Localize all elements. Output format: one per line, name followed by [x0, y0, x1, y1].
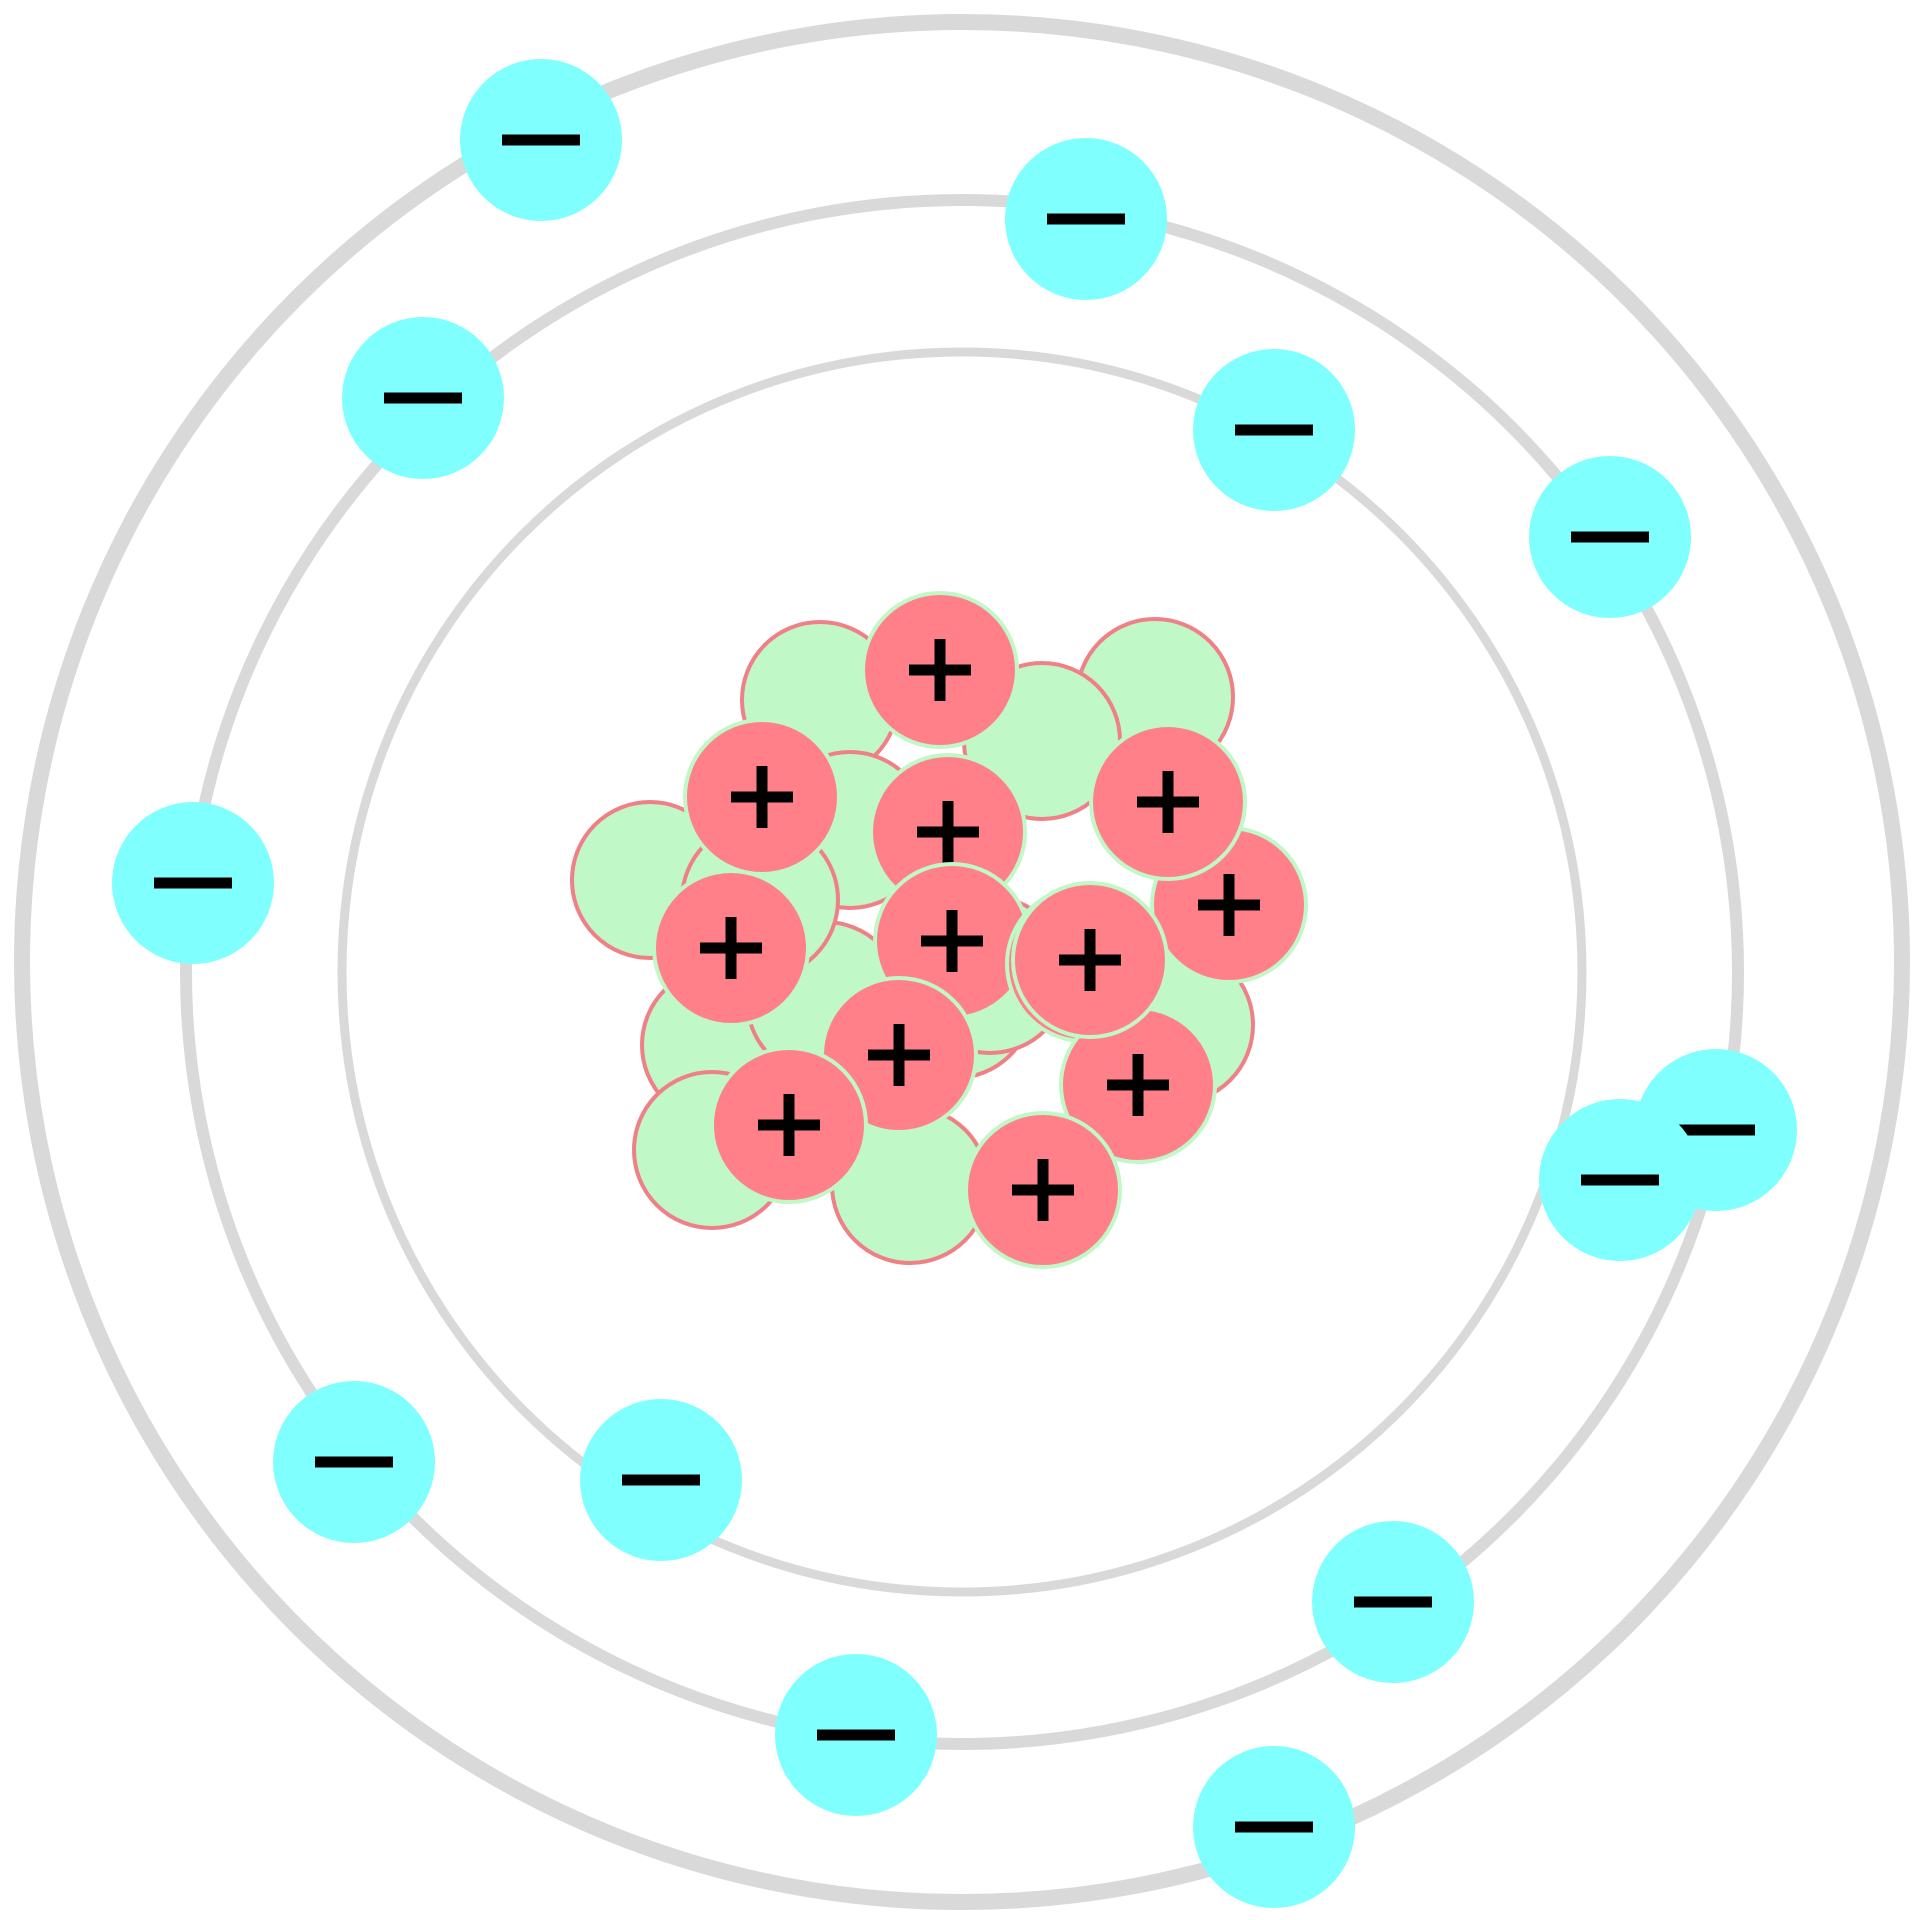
electron — [460, 59, 622, 221]
plus-sign-icon — [909, 639, 971, 701]
proton — [652, 869, 810, 1027]
electron — [1005, 138, 1167, 300]
proton — [861, 591, 1019, 749]
plus-sign-icon — [921, 910, 983, 972]
orbits — [14, 14, 1910, 1910]
orbit-middle — [180, 194, 1744, 1750]
proton — [1059, 1006, 1217, 1164]
plus-sign-icon — [758, 1094, 820, 1156]
proton — [710, 1046, 868, 1204]
electrons — [112, 59, 1797, 1908]
electron — [273, 1381, 435, 1543]
plus-sign-icon — [1107, 1054, 1169, 1116]
plus-sign-icon — [868, 1024, 930, 1086]
orbit-outer — [14, 14, 1910, 1910]
proton — [1089, 723, 1247, 881]
nucleus — [570, 591, 1308, 1269]
proton-layer — [652, 591, 1308, 1269]
plus-sign-icon — [700, 917, 762, 979]
orbit-inner — [337, 347, 1587, 1597]
plus-sign-icon — [1059, 929, 1121, 991]
proton — [1011, 881, 1169, 1039]
electron — [1312, 1521, 1474, 1683]
electron — [580, 1399, 742, 1561]
electron — [1193, 349, 1355, 511]
electron — [1193, 1746, 1355, 1908]
electron — [342, 317, 504, 479]
plus-sign-icon — [731, 766, 793, 828]
plus-sign-icon — [1198, 874, 1260, 936]
electron — [1529, 456, 1691, 618]
plus-sign-icon — [1137, 771, 1199, 833]
proton — [683, 718, 841, 876]
plus-sign-icon — [1012, 1159, 1074, 1221]
electron — [1539, 1099, 1701, 1261]
electron — [775, 1654, 937, 1816]
plus-sign-icon — [917, 801, 979, 863]
electron — [112, 802, 274, 964]
proton — [964, 1111, 1122, 1269]
